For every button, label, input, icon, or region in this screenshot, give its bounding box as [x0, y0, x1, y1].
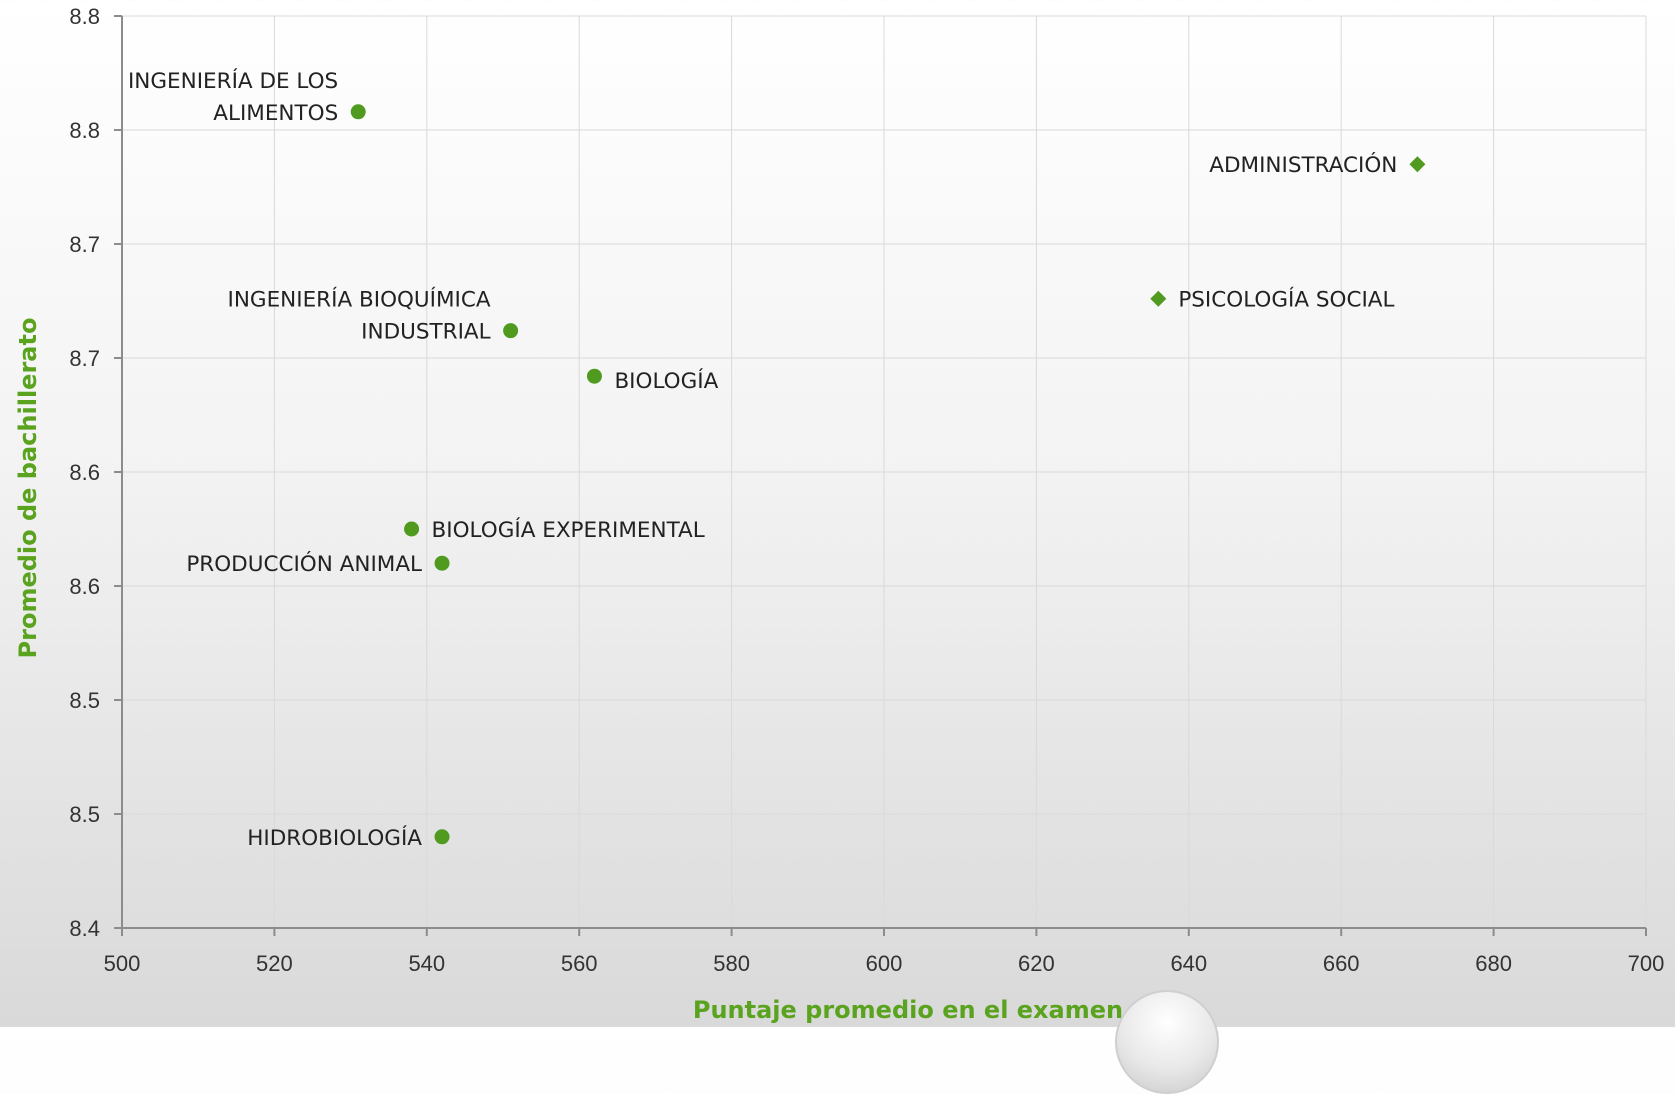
point-label-0-3-0: BIOLOGÍA EXPERIMENTAL: [432, 517, 705, 543]
scatter-chart: 500 520 540 560 580 600 620 640 660 680 700 8.4 8.5…: [14, 4, 1665, 1024]
y-tick-label-5: 8.7: [69, 346, 100, 371]
x-tick-label-3: 560: [561, 951, 598, 976]
data-point-diamond-1-1: [1150, 290, 1167, 307]
y-tick-label-8: 8.8: [69, 4, 100, 29]
point-label-0-1-0: INGENIERÍA BIOQUÍMICA: [227, 287, 490, 313]
x-tick-label-7: 640: [1170, 951, 1207, 976]
x-tick-label-0: 500: [104, 951, 141, 976]
y-tick-label-4: 8.6: [69, 460, 100, 485]
y-tick-label-0: 8.4: [69, 916, 100, 941]
point-label-0-0-1: ALIMENTOS: [213, 101, 338, 126]
x-tick-label-4: 580: [713, 951, 750, 976]
point-label-0-1-1: INDUSTRIAL: [361, 320, 490, 345]
x-tick-label-1: 520: [256, 951, 293, 976]
y-tick-label-1: 8.5: [69, 802, 100, 827]
point-label-1-1-0: PSICOLOGÍA SOCIAL: [1178, 287, 1394, 313]
y-tick-label-6: 8.7: [69, 232, 100, 257]
data-point-0-5: [434, 829, 450, 845]
point-label-1-0-0: ADMINISTRACIÓN: [1209, 152, 1397, 178]
y-tick-label-3: 8.6: [69, 574, 100, 599]
x-tick-label-8: 660: [1323, 951, 1360, 976]
y-axis-title: Promedio de bachillerato: [14, 318, 42, 659]
data-point-0-1: [503, 323, 519, 339]
data-point-0-4: [434, 555, 450, 571]
y-axis-ticks: 8.4 8.5 8.5 8.6 8.6 8.7 8.7 8.8 8.8: [69, 4, 122, 941]
y-tick-label-7: 8.8: [69, 118, 100, 143]
x-axis-ticks: 500 520 540 560 580 600 620 640 660 680 700: [104, 928, 1665, 976]
data-point-0-0: [350, 104, 366, 120]
x-axis-title: Puntaje promedio en el examen: [693, 996, 1123, 1024]
x-tick-label-6: 620: [1018, 951, 1055, 976]
x-tick-label-5: 600: [866, 951, 903, 976]
y-tick-label-2: 8.5: [69, 688, 100, 713]
data-point-diamond-1-0: [1409, 156, 1426, 173]
grid-lines: [122, 15, 1647, 928]
point-label-0-2-0: BIOLOGÍA: [614, 368, 718, 394]
point-label-0-4-0: PRODUCCIÓN ANIMAL: [186, 551, 422, 577]
data-points: INGENIERÍA DE LOS ALIMENTOS INGENIERÍA BIO…: [128, 68, 1426, 851]
decorative-circle: [1115, 990, 1219, 1094]
x-tick-label-10: 700: [1628, 951, 1665, 976]
x-tick-label-2: 540: [408, 951, 445, 976]
data-point-0-2: [586, 368, 602, 384]
x-tick-label-9: 680: [1475, 951, 1512, 976]
point-label-0-0-0: INGENIERÍA DE LOS: [128, 68, 338, 94]
point-label-0-5-0: HIDROBIOLOGÍA: [247, 825, 422, 851]
data-point-0-3: [404, 521, 420, 537]
